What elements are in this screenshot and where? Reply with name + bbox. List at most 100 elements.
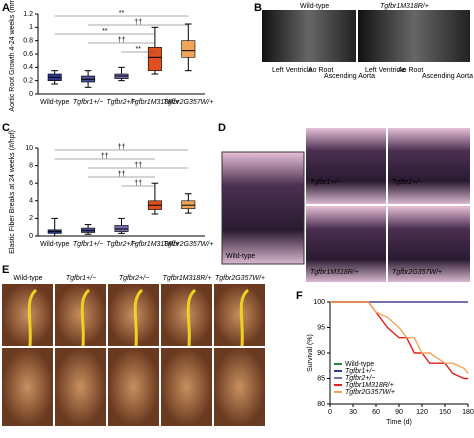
panel-label: A xyxy=(2,2,10,14)
histology-image xyxy=(388,206,470,282)
x-tick-label: 0 xyxy=(328,409,332,416)
x-tick-label: Tgfbr1+/− xyxy=(73,99,103,106)
y-tick-label: 0 xyxy=(29,233,33,240)
histology-image xyxy=(306,128,386,204)
x-axis-label: Time (d) xyxy=(386,419,412,426)
photo-image xyxy=(108,348,159,426)
x-tick-label: 120 xyxy=(416,409,428,416)
x-tick-label: Tgfbr1M318R/+ xyxy=(130,241,179,248)
x-tick-label: 60 xyxy=(372,409,380,416)
histology-image xyxy=(388,128,470,204)
panel-label: F xyxy=(296,290,303,302)
panel-label: D xyxy=(218,122,226,134)
y-tick-label: 95 xyxy=(317,324,325,331)
histology-label: Tgfbr1M318R/+ xyxy=(310,269,359,276)
histology-label: Tgfbr1+/− xyxy=(310,179,340,186)
x-tick-label: 90 xyxy=(395,409,403,416)
y-tick-label: 1 xyxy=(29,24,33,31)
panel-label: B xyxy=(254,2,262,14)
box xyxy=(147,47,162,71)
photo-label: Tgfbr2G357W/+ xyxy=(215,275,265,282)
ultrasound-label: Wild-type xyxy=(300,3,329,10)
y-axis-label: Aortic Root Growth 4-24 weeks (mm) xyxy=(9,0,16,112)
x-tick-label: Wild-type xyxy=(40,241,69,248)
region-label: Ascending Aorta xyxy=(324,73,375,80)
legend-label: Tgfbr2G357W/+ xyxy=(345,389,395,396)
significance-label: †† xyxy=(134,162,142,169)
x-tick-label: Wild-type xyxy=(40,99,69,106)
y-tick-label: 0.6 xyxy=(23,51,33,58)
histology-label: Tgfbr2G357W/+ xyxy=(392,269,442,276)
photo-vessel xyxy=(133,288,144,347)
histology-label: Tgfbr2+/− xyxy=(392,179,422,186)
histology-label: Wild-type xyxy=(226,253,255,260)
significance-label: ** xyxy=(119,10,125,17)
x-tick-label: 180 xyxy=(462,409,474,416)
photo-vessel xyxy=(27,288,38,347)
y-tick-label: 6 xyxy=(29,180,33,187)
ultrasound-label: Tgfbr1M318R/+ xyxy=(380,3,429,10)
y-tick-label: 0.8 xyxy=(23,38,33,45)
panel-label: E xyxy=(2,264,9,276)
region-label: Ao Root xyxy=(308,67,333,74)
x-tick-label: Tgfbr2+/− xyxy=(106,99,136,106)
significance-label: ** xyxy=(102,28,108,35)
significance-label: †† xyxy=(101,153,109,160)
survival-line xyxy=(330,301,469,374)
x-tick-label: Tgfbr2+/− xyxy=(106,241,136,248)
y-tick-label: 8 xyxy=(29,162,33,169)
photo-label: Tgfbr1M318R/+ xyxy=(163,275,212,282)
photo-image xyxy=(214,284,265,346)
significance-label: ** xyxy=(135,46,141,53)
y-tick-label: 4 xyxy=(29,198,33,205)
significance-label: †† xyxy=(118,171,126,178)
x-tick-label: 150 xyxy=(439,409,451,416)
photo-label: Tgfbr1+/− xyxy=(66,275,96,282)
photo-image xyxy=(161,348,212,426)
photo-image xyxy=(108,284,159,346)
photo-vessel xyxy=(186,288,197,347)
significance-label: †† xyxy=(134,19,142,26)
y-tick-label: 0.4 xyxy=(23,64,33,71)
photo-image xyxy=(55,284,106,346)
region-label: Ao Root xyxy=(398,67,423,74)
photo-label: Tgfbr2+/− xyxy=(119,275,149,282)
x-tick-label: Tgfbr1+/− xyxy=(73,241,103,248)
y-tick-label: 2 xyxy=(29,215,33,222)
y-tick-label: 80 xyxy=(317,401,325,408)
legend-label: Tgfbr1+/− xyxy=(345,368,375,375)
x-tick-label: Tgfbr2G357W/+ xyxy=(163,241,213,248)
significance-label: †† xyxy=(118,37,126,44)
photo-image xyxy=(2,284,53,346)
y-tick-label: 1.2 xyxy=(23,11,33,18)
y-tick-label: 0.2 xyxy=(23,78,33,85)
photo-image xyxy=(2,348,53,426)
y-axis-label: Elastic Fiber Breaks at 24 weeks (#/hpf) xyxy=(9,130,16,254)
x-tick-label: Tgfbr2G357W/+ xyxy=(163,99,213,106)
ultrasound-image xyxy=(358,10,470,62)
region-label: Left Ventricle xyxy=(272,67,313,74)
x-tick-label: 30 xyxy=(349,409,357,416)
box xyxy=(181,40,196,58)
photo-vessel xyxy=(80,288,91,347)
panel-label: C xyxy=(2,122,10,134)
legend-label: Tgfbr2+/− xyxy=(345,375,375,382)
significance-label: †† xyxy=(134,180,142,187)
histology-image xyxy=(306,206,386,282)
y-tick-label: 100 xyxy=(313,299,325,306)
significance-label: †† xyxy=(118,144,126,151)
ultrasound-image xyxy=(262,10,356,62)
legend-label: Wild-type xyxy=(345,361,374,368)
region-label: Left Ventricle xyxy=(365,67,406,74)
legend-label: Tgfbr1M318R/+ xyxy=(345,382,394,389)
y-tick-label: 90 xyxy=(317,350,325,357)
y-axis-label: Survival (%) xyxy=(307,334,314,372)
photo-vessel xyxy=(239,288,250,347)
photo-image xyxy=(55,348,106,426)
region-label: Ascending Aorta xyxy=(422,73,473,80)
histology-image xyxy=(221,151,305,265)
photo-image xyxy=(214,348,265,426)
x-tick-label: Tgfbr1M318R/+ xyxy=(130,99,179,106)
y-tick-label: 85 xyxy=(317,375,325,382)
